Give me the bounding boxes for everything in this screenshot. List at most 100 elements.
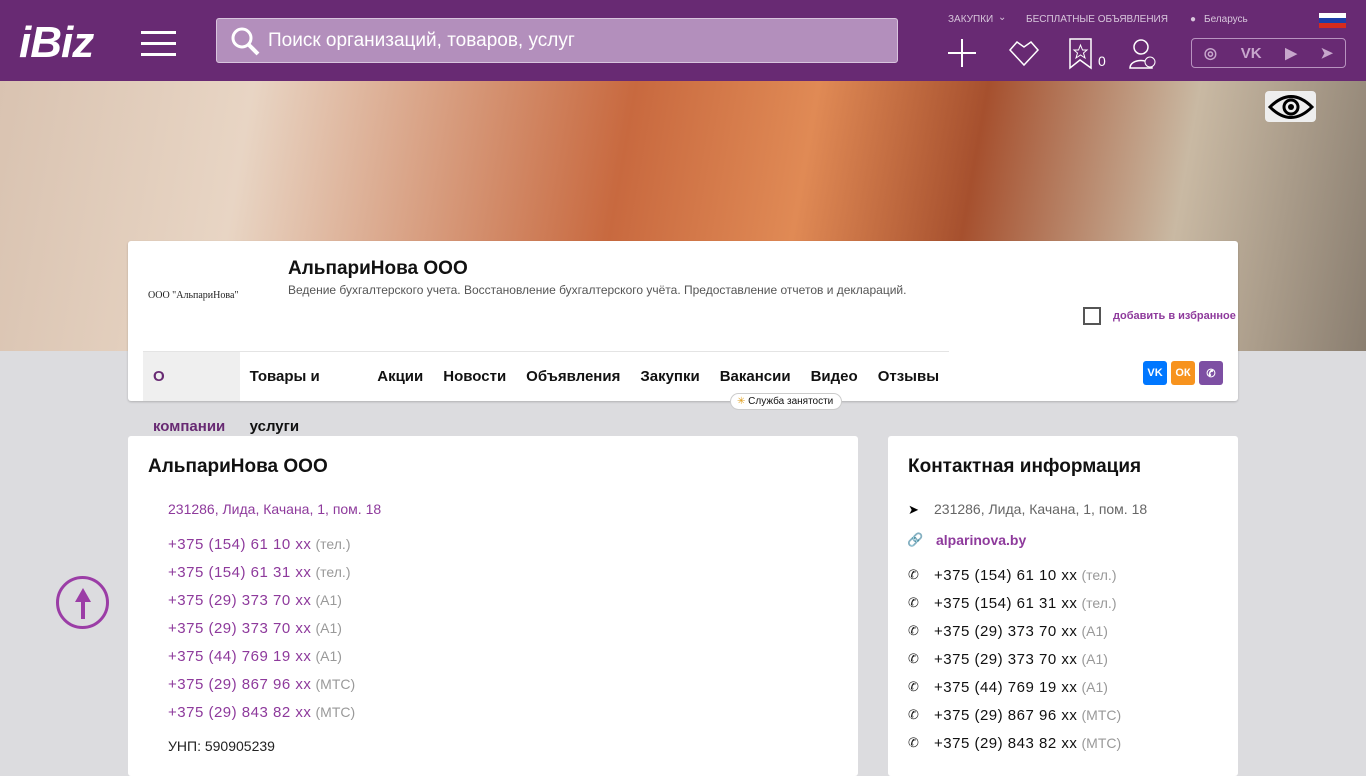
add-icon[interactable] xyxy=(947,38,977,68)
tab-promotions[interactable]: Акции xyxy=(377,368,424,385)
header: iBiz ЗАКУПКИ ⌄ БЕСПЛАТНЫЕ ОБЪЯВЛЕНИЯ ● Б… xyxy=(0,0,1366,81)
location-pin-icon: ● xyxy=(1190,14,1197,25)
arrow-up-icon xyxy=(74,587,91,619)
vk-share-icon[interactable]: VK xyxy=(1143,361,1167,385)
phone-type: (МТС) xyxy=(315,704,356,720)
contact-address: 231286, Лида, Качана, 1, пом. 18 xyxy=(934,501,1148,517)
phone-type: (тел.) xyxy=(315,536,351,552)
phone-icon: ✆ xyxy=(908,623,919,638)
instagram-icon[interactable]: ◎ xyxy=(1203,45,1217,62)
about-title: АльпариНова ООО xyxy=(148,456,328,477)
tab-ads[interactable]: Объявления xyxy=(526,368,621,385)
favorite-checkbox[interactable] xyxy=(1083,307,1101,325)
phone-type: (тел.) xyxy=(1081,595,1117,611)
website-link[interactable]: alparinova.by xyxy=(936,532,1027,548)
company-description: Ведение бухгалтерского учета. Восстановл… xyxy=(288,283,907,297)
company-tabs: О компании Товары и услуги Акции Новости… xyxy=(143,351,949,435)
phone-type: (тел.) xyxy=(1081,567,1117,583)
phone-type: (МТС) xyxy=(1081,735,1122,751)
phone-number[interactable]: +375 (29) 867 96 xx xyxy=(934,707,1078,724)
about-address[interactable]: 231286, Лида, Качана, 1, пом. 18 xyxy=(168,501,382,517)
phone-number[interactable]: +375 (29) 843 82 xx xyxy=(934,735,1078,752)
phone-row: +375 (154) 61 10 xx (тел.) xyxy=(168,536,350,553)
menu-icon[interactable] xyxy=(141,31,176,64)
search-input[interactable] xyxy=(268,29,868,52)
phone-row: ✆ +375 (29) 843 82 xx (МТС) xyxy=(908,735,1122,752)
phone-number[interactable]: +375 (29) 373 70 xx xyxy=(934,623,1078,640)
phone-icon: ✆ xyxy=(908,679,919,694)
phone-type: (A1) xyxy=(315,592,342,608)
phone-type: (A1) xyxy=(315,648,342,664)
youtube-icon[interactable]: ▶ xyxy=(1285,45,1297,62)
free-ads-link[interactable]: БЕСПЛАТНЫЕ ОБЪЯВЛЕНИЯ xyxy=(1026,14,1168,25)
phone-type: (A1) xyxy=(1081,623,1108,639)
unp: УНП: 590905239 xyxy=(168,738,275,754)
tab-vacancies[interactable]: Вакансии xyxy=(719,368,791,385)
phone-row: +375 (154) 61 31 xx (тел.) xyxy=(168,564,350,581)
phone-row: ✆ +375 (44) 769 19 xx (A1) xyxy=(908,679,1108,696)
tab-video[interactable]: Видео xyxy=(810,368,858,385)
phone-row: +375 (29) 373 70 xx (A1) xyxy=(168,592,342,609)
phone-number[interactable]: +375 (29) 867 96 xx xyxy=(168,676,312,693)
search-box xyxy=(216,18,898,63)
contacts-title: Контактная информация xyxy=(908,456,1142,477)
phone-number[interactable]: +375 (29) 373 70 xx xyxy=(934,651,1078,668)
phone-icon: ✆ xyxy=(908,651,919,666)
company-card: ООО "АльпариНова" АльпариНова ООО Ведени… xyxy=(128,241,1238,435)
scroll-up-button[interactable] xyxy=(56,576,109,629)
phone-row: +375 (29) 867 96 xx (МТС) xyxy=(168,676,355,693)
logo[interactable]: iBiz xyxy=(19,18,94,67)
phone-number[interactable]: +375 (154) 61 10 xx xyxy=(168,536,312,553)
phone-number[interactable]: +375 (154) 61 10 xx xyxy=(934,567,1078,584)
viber-share-icon[interactable]: ✆ xyxy=(1199,361,1223,385)
tab-about[interactable]: О компании xyxy=(143,352,240,435)
user-add-icon[interactable] xyxy=(1128,38,1158,70)
contacts-panel: Контактная информация ➤ 231286, Лида, Ка… xyxy=(888,436,1238,776)
phone-number[interactable]: +375 (44) 769 19 xx xyxy=(934,679,1078,696)
tab-products[interactable]: Товары и услуги xyxy=(249,368,320,435)
phone-type: (МТС) xyxy=(1081,707,1122,723)
vk-icon[interactable]: VK xyxy=(1240,44,1262,62)
phone-row: ✆ +375 (29) 373 70 xx (A1) xyxy=(908,623,1108,640)
bookmark-star-icon[interactable] xyxy=(1068,38,1094,70)
tab-news[interactable]: Новости xyxy=(443,368,507,385)
russian-flag-icon[interactable] xyxy=(1319,13,1346,28)
tab-reviews[interactable]: Отзывы xyxy=(877,368,939,385)
phone-row: ✆ +375 (29) 867 96 xx (МТС) xyxy=(908,707,1122,724)
phone-type: (МТС) xyxy=(315,676,356,692)
phone-number[interactable]: +375 (29) 373 70 xx xyxy=(168,592,312,609)
phone-type: (A1) xyxy=(315,620,342,636)
purchases-dropdown[interactable]: ЗАКУПКИ xyxy=(948,14,994,25)
phone-icon: ✆ xyxy=(908,595,919,610)
navigation-arrow-icon: ➤ xyxy=(908,502,919,517)
add-favorite-label[interactable]: добавить в избранное xyxy=(1113,310,1236,322)
accessibility-eye-icon[interactable] xyxy=(1265,91,1316,122)
phone-row: ✆ +375 (154) 61 10 xx (тел.) xyxy=(908,567,1117,584)
chevron-down-icon: ⌄ xyxy=(998,12,1007,23)
social-links: ◎ VK ▶ ➤ xyxy=(1191,38,1346,68)
ok-share-icon[interactable]: ОК xyxy=(1171,361,1195,385)
phone-number[interactable]: +375 (44) 769 19 xx xyxy=(168,648,312,665)
phone-type: (A1) xyxy=(1081,679,1108,695)
phone-row: +375 (29) 843 82 xx (МТС) xyxy=(168,704,355,721)
tab-purchases[interactable]: Закупки xyxy=(640,368,700,385)
sparkle-icon: ✳ xyxy=(737,396,749,407)
phone-row: +375 (29) 373 70 xx (A1) xyxy=(168,620,342,637)
region-link[interactable]: Беларусь xyxy=(1204,14,1248,25)
share-buttons: VK ОК ✆ xyxy=(1143,361,1223,385)
phone-number[interactable]: +375 (154) 61 31 xx xyxy=(934,595,1078,612)
phone-type: (A1) xyxy=(1081,651,1108,667)
add-favorite[interactable]: добавить в избранное xyxy=(1083,307,1236,325)
handshake-icon[interactable] xyxy=(1007,38,1041,68)
phone-row: +375 (44) 769 19 xx (A1) xyxy=(168,648,342,665)
phone-number[interactable]: +375 (154) 61 31 xx xyxy=(168,564,312,581)
link-icon: 🔗 xyxy=(907,532,924,547)
employment-service-tooltip[interactable]: ✳ Служба занятости xyxy=(730,393,843,410)
telegram-icon[interactable]: ➤ xyxy=(1320,45,1334,62)
phone-row: ✆ +375 (29) 373 70 xx (A1) xyxy=(908,651,1108,668)
phone-type: (тел.) xyxy=(315,564,351,580)
tooltip-text: Служба занятости xyxy=(748,396,834,407)
phone-number[interactable]: +375 (29) 843 82 xx xyxy=(168,704,312,721)
company-name: АльпариНова ООО xyxy=(288,258,468,279)
phone-number[interactable]: +375 (29) 373 70 xx xyxy=(168,620,312,637)
